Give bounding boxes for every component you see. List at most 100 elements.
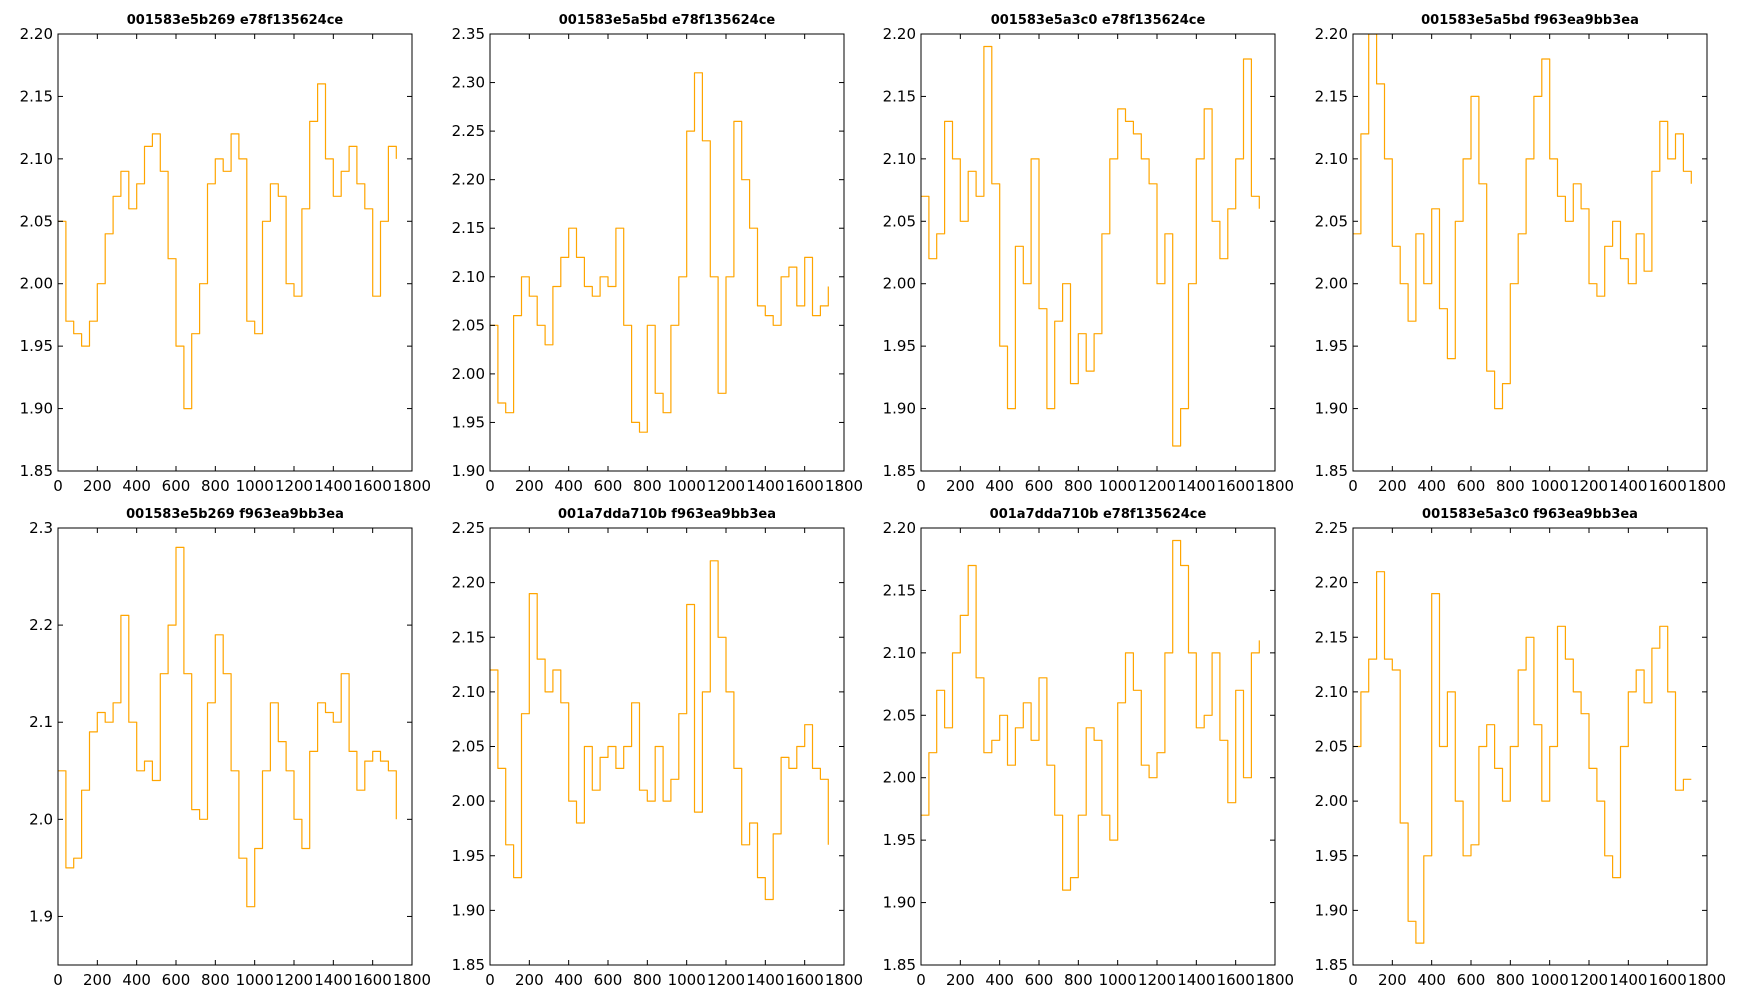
x-tick-label: 1000: [1531, 971, 1569, 989]
plot-frame: [920, 33, 1276, 472]
y-tick-label: 2.20: [883, 519, 916, 537]
subplot-title: 001583e5a3c0 e78f135624ce: [991, 13, 1206, 28]
x-tick-label: 1600: [1217, 971, 1255, 989]
x-tick-label: 0: [1348, 971, 1358, 989]
y-tick-label: 2.20: [883, 25, 916, 43]
x-tick-label: 600: [1025, 971, 1054, 989]
y-tick-label: 1.90: [452, 462, 485, 480]
y-tick-label: 2.05: [1315, 212, 1348, 230]
y-tick-label: 2.15: [20, 87, 53, 105]
y-tick-label: 1.90: [883, 400, 916, 418]
y-tick-label: 1.95: [883, 831, 916, 849]
plot-frame: [57, 527, 413, 966]
x-tick-label: 1800: [393, 477, 431, 495]
x-tick-label: 1000: [1099, 971, 1137, 989]
x-tick-label: 600: [162, 971, 191, 989]
x-tick-label: 1200: [1570, 477, 1608, 495]
x-tick-label: 1400: [1609, 477, 1647, 495]
subplot-title: 001583e5a5bd e78f135624ce: [559, 13, 776, 28]
y-tick-label: 2.15: [452, 219, 485, 237]
x-tick-label: 0: [916, 477, 926, 495]
x-tick-label: 800: [1496, 477, 1525, 495]
x-tick-label: 1600: [354, 971, 392, 989]
y-tick-label: 2.05: [20, 212, 53, 230]
x-tick-label: 800: [1496, 971, 1525, 989]
subplot-3: 001583e5a3c0 e78f135624ce 0 200 400 600 800 10…: [883, 13, 1295, 495]
subplot-title: 001583e5b269 f963ea9bb3ea: [126, 507, 344, 522]
x-tick-label: 200: [515, 971, 544, 989]
series-line: [58, 546, 397, 908]
series-line: [490, 72, 829, 433]
y-tick-label: 2.10: [883, 644, 916, 662]
subplot-6: 001a7dda710b f963ea9bb3ea 0 200 400 600 800 10…: [452, 507, 864, 989]
y-tick-label: 1.90: [1315, 400, 1348, 418]
x-tick-label: 0: [485, 477, 495, 495]
y-tick-label: 2.05: [452, 316, 485, 334]
x-tick-label: 600: [594, 477, 623, 495]
x-tick-label: 1600: [786, 477, 824, 495]
subplot-7: 001a7dda710b e78f135624ce 0 200 400 600 800 10…: [883, 507, 1295, 989]
subplot-5: 001583e5b269 f963ea9bb3ea 0 200 400 600 800 10…: [29, 507, 431, 989]
plot-frame: [920, 527, 1276, 966]
x-tick-label: 1600: [354, 477, 392, 495]
x-tick-label: 1800: [1256, 477, 1294, 495]
x-tick-label: 1600: [1217, 477, 1255, 495]
x-tick-label: 800: [1064, 477, 1093, 495]
x-tick-label: 800: [633, 477, 662, 495]
x-tick-label: 200: [1378, 477, 1407, 495]
x-tick-label: 1600: [1649, 971, 1687, 989]
y-tick-label: 2.15: [1315, 628, 1348, 646]
subplot-title: 001583e5b269 e78f135624ce: [127, 13, 344, 28]
y-tick-label: 1.85: [1315, 956, 1348, 974]
subplot-4: 001583e5a5bd f963ea9bb3ea 0 200 400 600 800 10…: [1315, 13, 1727, 495]
series-line: [1353, 571, 1692, 944]
x-tick-label: 800: [1064, 971, 1093, 989]
y-tick-label: 2.10: [452, 683, 485, 701]
x-tick-label: 1200: [707, 477, 745, 495]
y-tick-label: 2.20: [452, 574, 485, 592]
y-tick-label: 2.05: [883, 212, 916, 230]
x-tick-label: 1000: [1099, 477, 1137, 495]
y-tick-label: 1.95: [20, 337, 53, 355]
x-tick-label: 0: [1348, 477, 1358, 495]
series-line: [58, 83, 397, 410]
x-tick-label: 600: [1457, 971, 1486, 989]
x-tick-label: 600: [162, 477, 191, 495]
x-tick-label: 1000: [1531, 477, 1569, 495]
y-tick-label: 2.10: [883, 150, 916, 168]
x-tick-label: 1800: [1256, 971, 1294, 989]
x-tick-label: 1200: [707, 971, 745, 989]
x-tick-label: 1400: [1177, 477, 1215, 495]
x-tick-label: 400: [554, 971, 583, 989]
x-tick-label: 1400: [1609, 971, 1647, 989]
y-tick-label: 2.20: [452, 171, 485, 189]
x-tick-label: 600: [594, 971, 623, 989]
x-tick-label: 200: [515, 477, 544, 495]
y-tick-label: 2.3: [29, 519, 53, 537]
x-tick-label: 1800: [1688, 477, 1726, 495]
y-tick-label: 2.00: [883, 275, 916, 293]
y-tick-label: 1.85: [883, 462, 916, 480]
y-tick-label: 1.95: [452, 413, 485, 431]
x-tick-label: 1200: [275, 971, 313, 989]
y-tick-label: 1.85: [1315, 462, 1348, 480]
x-tick-label: 1800: [1688, 971, 1726, 989]
y-tick-label: 1.95: [883, 337, 916, 355]
subplot-2: 001583e5a5bd e78f135624ce 0 200 400 600 800 10…: [452, 13, 864, 495]
series-line: [921, 45, 1260, 447]
subplot-title: 001583e5a5bd f963ea9bb3ea: [1421, 13, 1639, 28]
y-tick-label: 2.20: [1315, 574, 1348, 592]
y-tick-label: 1.95: [452, 847, 485, 865]
x-tick-label: 800: [201, 477, 230, 495]
x-tick-label: 200: [83, 971, 112, 989]
x-tick-label: 200: [946, 971, 975, 989]
x-tick-label: 0: [53, 971, 63, 989]
x-tick-label: 1600: [786, 971, 824, 989]
x-tick-label: 400: [985, 477, 1014, 495]
y-tick-label: 1.90: [1315, 901, 1348, 919]
x-tick-label: 600: [1457, 477, 1486, 495]
y-tick-label: 2.05: [452, 738, 485, 756]
series-line: [1353, 34, 1692, 410]
